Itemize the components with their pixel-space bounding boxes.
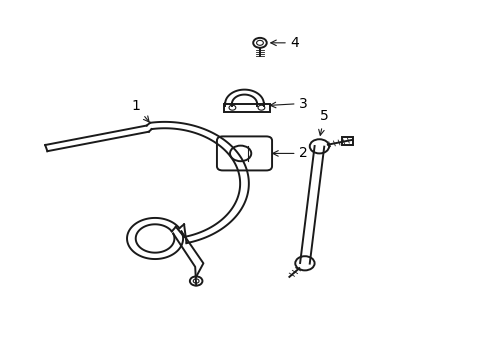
- Text: 4: 4: [289, 36, 298, 50]
- Text: 3: 3: [298, 97, 307, 111]
- Text: 2: 2: [298, 147, 307, 161]
- Text: 5: 5: [318, 109, 328, 135]
- Text: 1: 1: [131, 99, 149, 122]
- Bar: [224, 104, 269, 112]
